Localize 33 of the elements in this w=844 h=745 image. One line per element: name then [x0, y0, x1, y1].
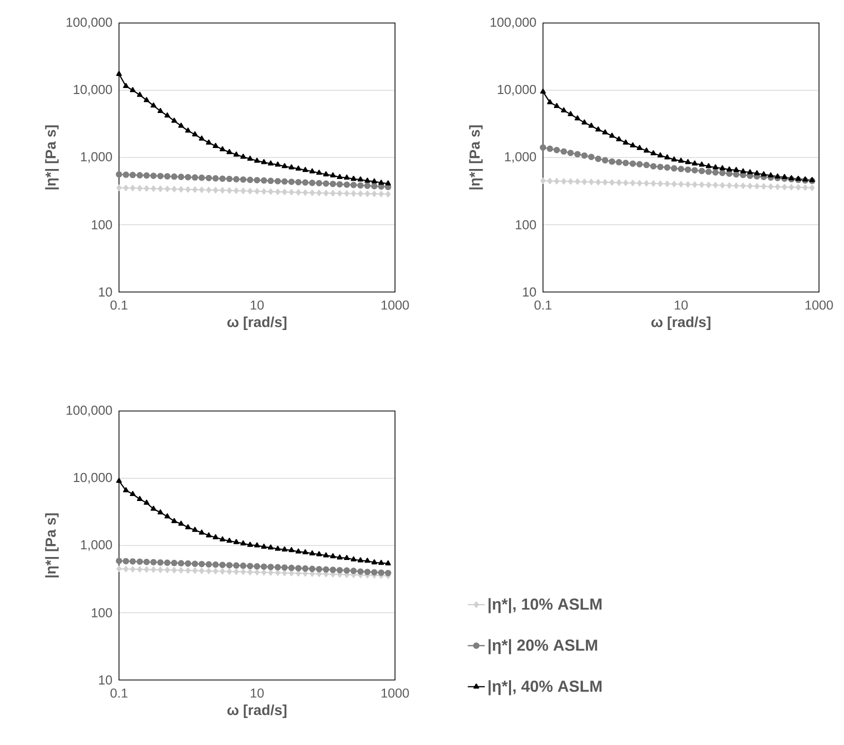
y-axis-title: |η*| [Pa s] — [45, 125, 59, 190]
x-axis-title: ω [rad/s] — [227, 316, 286, 330]
y-tick-label: 100,000 — [66, 406, 112, 416]
y-tick-label: 10 — [523, 287, 536, 297]
y-axis-title: |η*| [Pa s] — [45, 513, 59, 578]
x-axis-title: ω [rad/s] — [227, 704, 286, 718]
x-tick-label: 0.1 — [110, 688, 128, 698]
x-tick-label: 1000 — [806, 300, 833, 310]
y-axis-title: |η*| [Pa s] — [469, 125, 483, 190]
x-axis-title: ω [rad/s] — [651, 316, 710, 330]
y-tick-label: 10 — [99, 675, 112, 685]
y-tick-label: 10,000 — [498, 84, 536, 96]
x-tick-label: 1000 — [382, 300, 409, 310]
y-tick-label: 100 — [516, 220, 536, 230]
y-tick-label: 1,000 — [505, 152, 536, 163]
y-tick-label: 1,000 — [81, 152, 112, 163]
x-tick-label: 10 — [250, 688, 264, 698]
y-tick-label: 100 — [92, 220, 112, 230]
x-tick-label: 0.1 — [534, 300, 552, 310]
y-tick-label: 10,000 — [74, 84, 112, 96]
x-tick-label: 0.1 — [110, 300, 128, 310]
x-tick-label: 10 — [674, 300, 688, 310]
y-tick-label: 100,000 — [490, 18, 536, 28]
y-tick-label: 100,000 — [66, 18, 112, 28]
x-tick-label: 10 — [250, 300, 264, 310]
legend-label: |η*|, 10% ASLM — [488, 598, 602, 614]
legend-label: |η*| 20% ASLM — [488, 639, 598, 654]
y-tick-label: 100 — [92, 608, 112, 618]
legend-label: |η*|, 40% ASLM — [488, 680, 602, 696]
y-tick-label: 10,000 — [74, 472, 112, 484]
x-tick-label: 1000 — [382, 688, 409, 698]
y-tick-label: 10 — [99, 287, 112, 297]
y-tick-label: 1,000 — [81, 540, 112, 551]
